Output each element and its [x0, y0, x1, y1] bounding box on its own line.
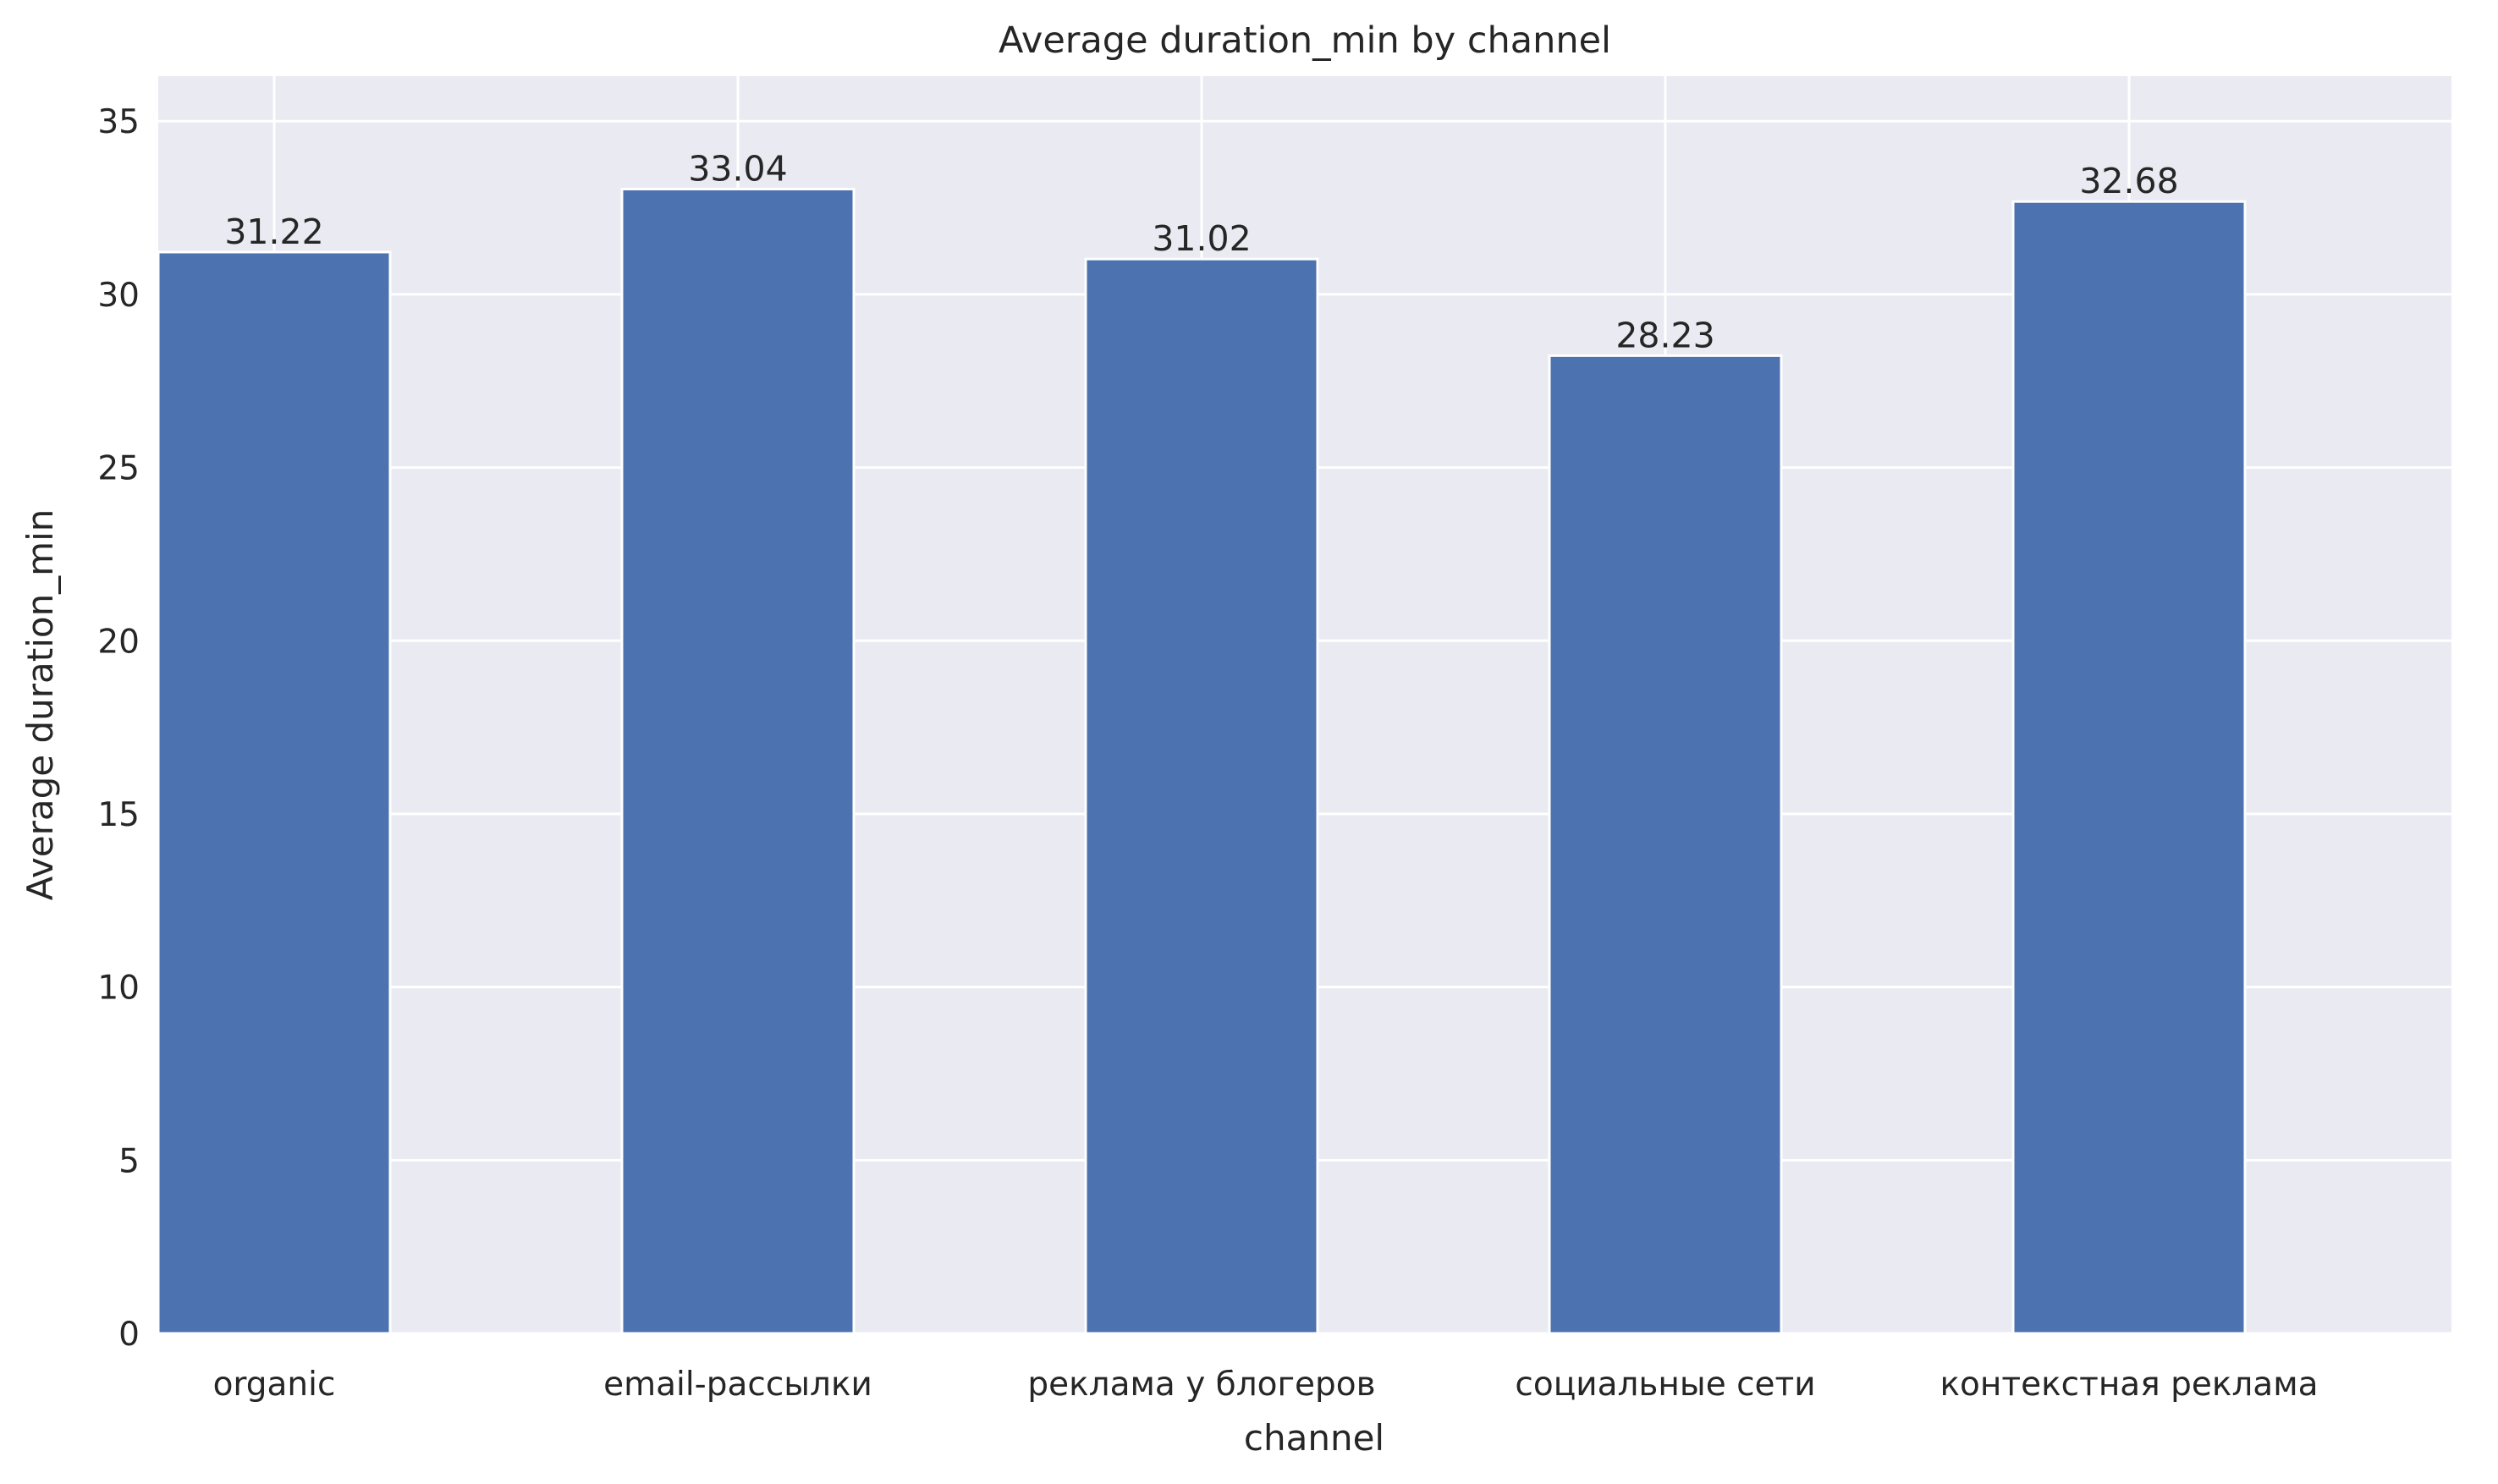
y-tick-label: 20 — [97, 623, 140, 661]
bar-value-label: 28.23 — [1615, 315, 1714, 355]
bar-value-labels: 31.22 33.04 31.02 28.23 32.68 — [224, 148, 2178, 355]
bar-value-label: 31.02 — [1152, 218, 1251, 259]
x-tick-label: organic — [213, 1366, 336, 1404]
y-tick-label: 25 — [97, 450, 140, 488]
bar — [620, 187, 856, 1335]
x-tick-label: социальные сети — [1515, 1366, 1815, 1404]
bar-value-label: 32.68 — [2079, 161, 2178, 201]
x-axis-label: channel — [1244, 1417, 1384, 1459]
y-tick-label: 35 — [97, 103, 140, 141]
x-tick-label: реклама у блогеров — [1027, 1366, 1375, 1404]
y-tick-label: 10 — [97, 970, 140, 1008]
x-tick-label: email-рассылки — [603, 1366, 872, 1404]
bars — [157, 187, 2247, 1335]
bar — [1548, 354, 1783, 1335]
bar — [1084, 257, 1319, 1335]
bar — [2011, 200, 2247, 1335]
y-tick-label: 30 — [97, 277, 140, 315]
bar — [157, 250, 392, 1335]
x-tick-label: контекстная реклама — [1940, 1366, 2318, 1404]
y-tick-label: 15 — [97, 796, 140, 834]
y-tick-labels: 0 5 10 15 20 25 30 35 — [97, 103, 140, 1354]
bar-value-label: 33.04 — [688, 148, 787, 189]
chart-title: Average duration_min by channel — [999, 19, 1611, 62]
bar-value-label: 31.22 — [224, 212, 323, 252]
x-tick-labels: organic email-рассылки реклама у блогеров с… — [213, 1366, 2319, 1404]
y-axis-label: Average duration_min — [19, 509, 61, 901]
y-tick-label: 5 — [118, 1142, 140, 1180]
y-tick-label: 0 — [118, 1316, 140, 1354]
